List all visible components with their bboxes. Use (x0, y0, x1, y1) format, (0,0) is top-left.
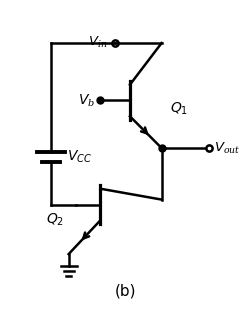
Text: $V_{CC}$: $V_{CC}$ (67, 149, 92, 165)
Text: (b): (b) (115, 283, 137, 298)
Text: $V_{\mathregular{b}}$: $V_{\mathregular{b}}$ (78, 92, 95, 109)
Text: $Q_1$: $Q_1$ (170, 100, 188, 116)
Text: $Q_2$: $Q_2$ (46, 211, 64, 228)
Text: $V_{\mathregular{out}}$: $V_{\mathregular{out}}$ (214, 141, 240, 156)
Text: $V_{\mathregular{in}}$: $V_{\mathregular{in}}$ (88, 35, 107, 49)
